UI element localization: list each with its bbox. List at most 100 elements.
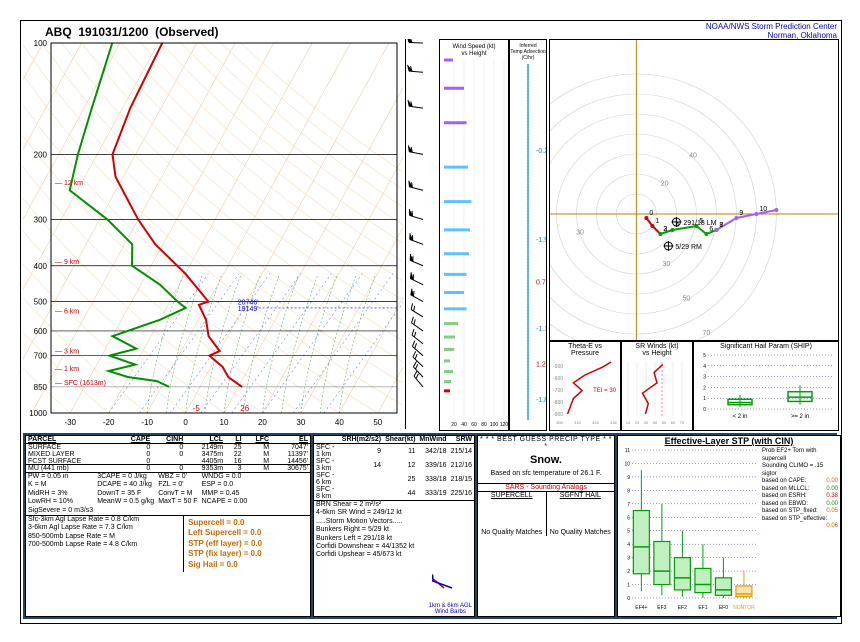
svg-text:1.2: 1.2: [536, 362, 546, 369]
svg-text:1: 1: [627, 583, 630, 589]
svg-text:-700: -700: [553, 388, 563, 394]
sounding-title: ABQ 191031/1200 (Observed): [45, 25, 218, 39]
srwind-panel: SR Winds (kt) vs Height 10203040506070: [621, 341, 693, 431]
svg-text:19149': 19149': [238, 306, 259, 313]
svg-text:8: 8: [627, 488, 630, 494]
svg-text:10: 10: [220, 418, 229, 427]
svg-text:— 12 km: — 12 km: [55, 180, 83, 187]
svg-text:100: 100: [34, 39, 48, 48]
svg-text:700: 700: [34, 352, 48, 361]
svg-text:TEI = 30: TEI = 30: [593, 388, 617, 394]
svg-text:2: 2: [703, 385, 706, 391]
svg-text:20: 20: [451, 422, 457, 428]
svg-text:vs Height: vs Height: [461, 51, 486, 57]
svg-text:30: 30: [296, 418, 305, 427]
svg-text:50: 50: [662, 420, 667, 425]
svg-text:-20: -20: [103, 418, 115, 427]
svg-text:— 1 km: — 1 km: [55, 366, 79, 373]
stp-panel: Effective-Layer STP (with CIN) 012345678…: [617, 435, 841, 617]
svg-text:— SFC (1613m): — SFC (1613m): [55, 380, 106, 387]
svg-text:40: 40: [653, 420, 658, 425]
svg-text:20: 20: [635, 420, 640, 425]
svg-text:500: 500: [34, 298, 48, 307]
svg-text:6: 6: [709, 226, 713, 233]
svg-text:0: 0: [703, 407, 706, 413]
svg-text:2: 2: [627, 569, 630, 575]
svg-text:-30: -30: [64, 418, 76, 427]
svg-text:10: 10: [624, 461, 630, 467]
svg-text:-5: -5: [193, 404, 201, 413]
svg-text:50: 50: [373, 418, 382, 427]
svg-text:3: 3: [703, 375, 706, 381]
svg-text:5: 5: [627, 529, 630, 535]
svg-text:20: 20: [661, 181, 669, 188]
svg-text:9: 9: [627, 475, 630, 481]
svg-text:30: 30: [663, 261, 671, 268]
svg-text:10: 10: [759, 206, 767, 213]
svg-text:EF4+: EF4+: [635, 605, 647, 611]
svg-text:(C/hr): (C/hr): [522, 55, 535, 61]
bottom-panel-row: PARCELCAPECINHLCLLILFCELSURFACE002149m25…: [23, 433, 837, 619]
svg-text:-1.1: -1.1: [536, 326, 546, 333]
svg-text:30: 30: [576, 230, 584, 237]
svg-text:306: 306: [556, 420, 563, 425]
ship-panel: Significant Hail Param (SHIP) 012345< 2 …: [693, 341, 839, 431]
svg-text:600: 600: [34, 327, 48, 336]
hodograph: 2040305070305070012345678910291/18 LM5/2…: [549, 39, 839, 341]
svg-text:EF1: EF1: [698, 605, 707, 611]
svg-text:70: 70: [680, 420, 685, 425]
svg-text:100: 100: [490, 422, 499, 428]
parcel-panel: PARCELCAPECINHLCLLILFCELSURFACE002149m25…: [25, 435, 311, 617]
svg-text:400: 400: [34, 262, 48, 271]
svg-text:-10: -10: [141, 418, 153, 427]
wind-speed-column: Wind Speed (kt)vs Height 20 40 60 80100120: [439, 39, 509, 431]
svg-text:120: 120: [500, 422, 508, 428]
svg-text:< 2 in: < 2 in: [733, 414, 748, 419]
svg-text:40: 40: [461, 422, 467, 428]
thetae-panel: Theta-E vs Pressure TEI = 30-500-600-700…: [549, 341, 621, 431]
svg-text:0: 0: [649, 210, 653, 217]
svg-text:26: 26: [240, 404, 249, 413]
svg-text:9: 9: [739, 210, 743, 217]
svg-text:-0.2: -0.2: [536, 148, 546, 155]
svg-text:30: 30: [644, 420, 649, 425]
svg-text:NONTOR: NONTOR: [733, 605, 755, 611]
svg-text:8: 8: [719, 222, 723, 229]
svg-text:-900: -900: [553, 412, 563, 418]
svg-text:4: 4: [703, 364, 706, 370]
svg-text:>= 2 in: >= 2 in: [791, 414, 809, 419]
srh-panel: SRH(m2/s2)Shear(kt)MnWindSRWSFC - 1 km91…: [313, 435, 475, 617]
svg-text:4: 4: [627, 542, 630, 548]
advection-column: InferredTemp Advection(C/hr)-1.81.2-1.10…: [509, 39, 547, 431]
svg-text:Wind Speed (kt): Wind Speed (kt): [452, 44, 495, 50]
precip-panel: * * * BEST GUESS PRECIP TYPE * * * Snow.…: [477, 435, 615, 617]
svg-text:-1.9: -1.9: [536, 237, 546, 244]
svg-text:EF3: EF3: [657, 605, 666, 611]
svg-text:10: 10: [626, 420, 631, 425]
wind-barbs-column: [405, 39, 440, 429]
svg-text:3: 3: [663, 226, 667, 233]
svg-text:-1.8: -1.8: [536, 397, 546, 404]
skewt-diagram: 1002003004005006007008501000-30-20-10010…: [23, 39, 403, 429]
svg-text:40: 40: [335, 418, 344, 427]
svg-text:7: 7: [627, 502, 630, 508]
svg-text:-500: -500: [553, 364, 563, 370]
svg-text:5: 5: [703, 353, 706, 359]
svg-text:80: 80: [481, 422, 487, 428]
svg-text:60: 60: [671, 420, 676, 425]
svg-text:1: 1: [703, 396, 706, 402]
svg-text:291/18 LM: 291/18 LM: [683, 220, 716, 227]
attribution: NOAA/NWS Storm Prediction CenterNorman, …: [706, 23, 837, 41]
svg-text:— 3 km: — 3 km: [55, 349, 79, 356]
svg-text:0.7: 0.7: [536, 280, 546, 287]
svg-text:1000: 1000: [29, 409, 47, 418]
svg-text:-600: -600: [553, 376, 563, 382]
svg-text:-800: -800: [553, 400, 563, 406]
svg-text:200: 200: [34, 150, 48, 159]
svg-text:60: 60: [471, 422, 477, 428]
svg-text:850: 850: [34, 383, 48, 392]
svg-text:0: 0: [183, 418, 188, 427]
svg-text:EF0: EF0: [719, 605, 728, 611]
svg-text:40: 40: [689, 152, 697, 159]
svg-text:— 6 km: — 6 km: [55, 308, 79, 315]
